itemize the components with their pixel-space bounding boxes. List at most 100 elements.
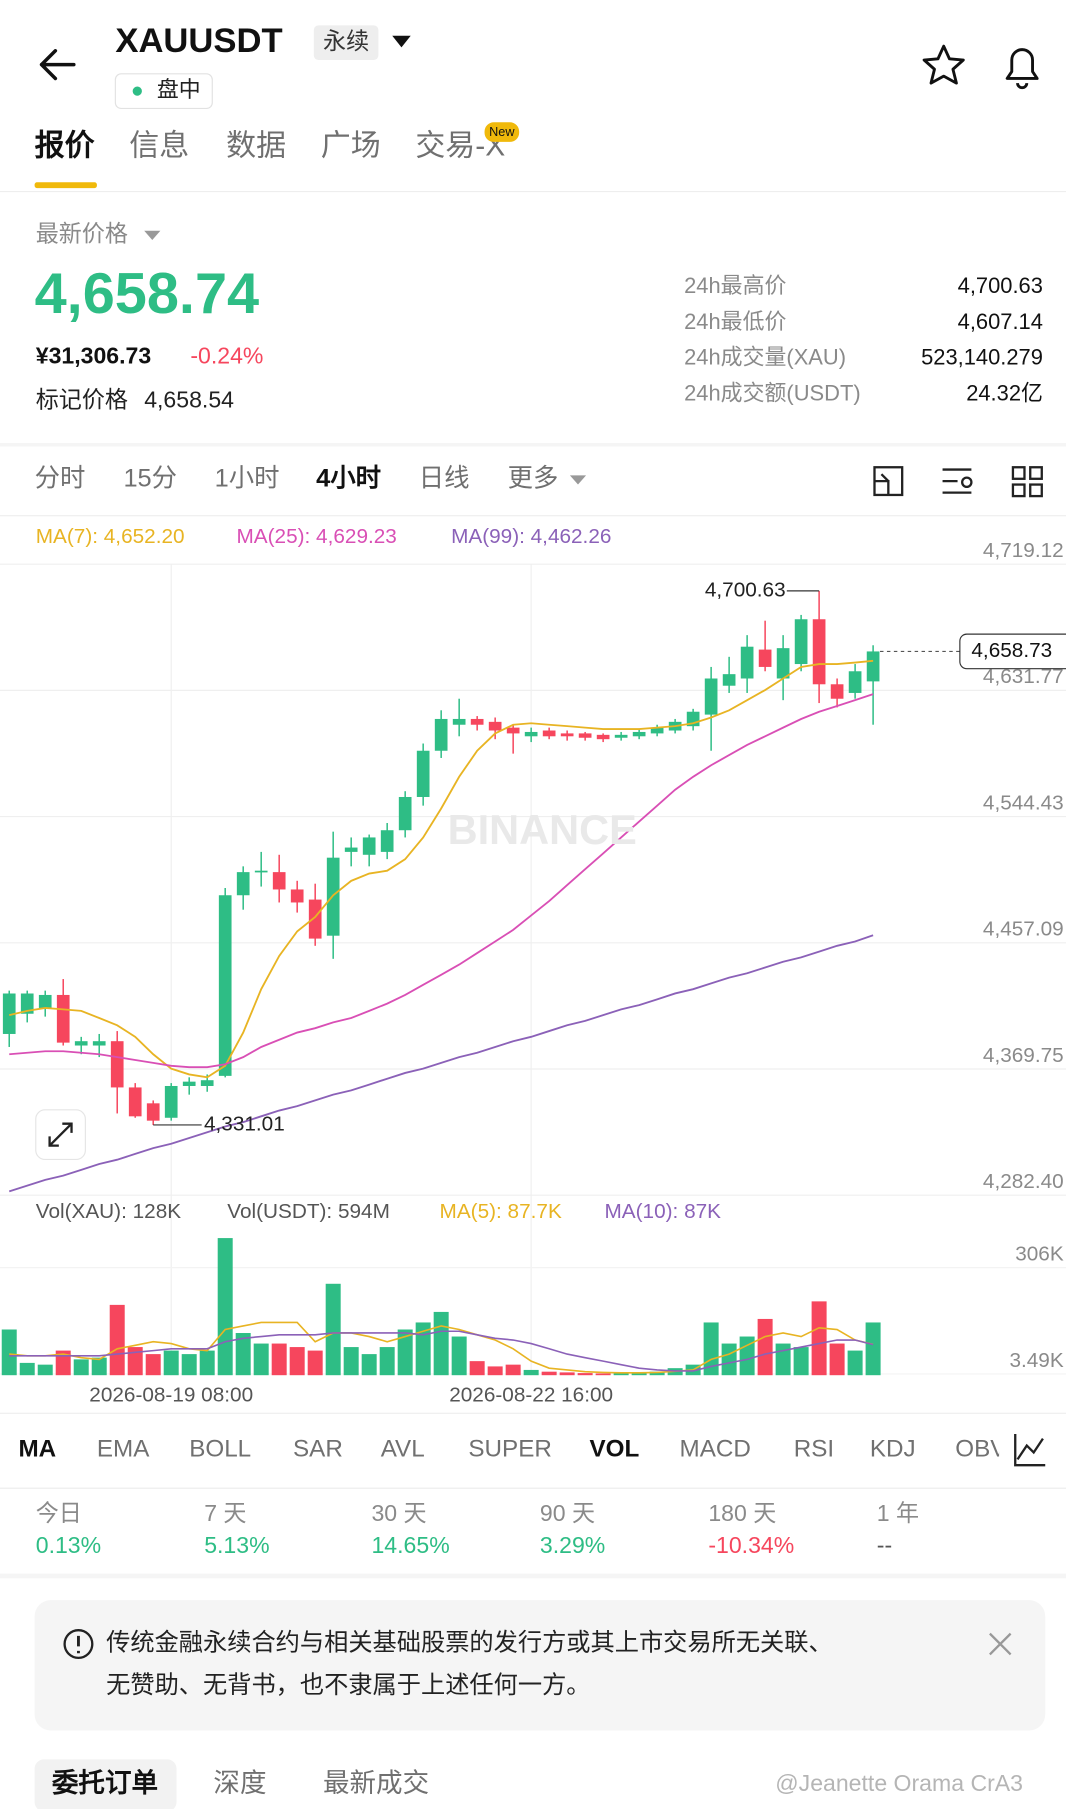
last-price: 4,658.74 xyxy=(35,262,260,326)
notice-close[interactable] xyxy=(989,1632,1012,1656)
candle-body xyxy=(722,674,736,686)
volume-bar xyxy=(181,1354,197,1376)
candle-body xyxy=(848,671,862,693)
candle-body xyxy=(542,730,556,737)
indicator-settings[interactable] xyxy=(1014,1434,1046,1467)
tool-button[interactable] xyxy=(1011,466,1026,480)
interval[interactable]: 日线 xyxy=(419,465,470,493)
favorite-button[interactable] xyxy=(922,44,965,85)
interval[interactable]: 分时 xyxy=(35,465,86,493)
indicator-tab[interactable]: RSI xyxy=(794,1436,834,1463)
indicator-tab[interactable]: EMA xyxy=(97,1436,150,1463)
new-badge-bg xyxy=(484,122,520,142)
stat-value: 24.32亿 xyxy=(966,380,1043,405)
indicator-tab[interactable]: OBV xyxy=(955,1436,1007,1463)
tool-button[interactable] xyxy=(942,468,972,494)
bottom-tabs: 委托订单 深度 最新成交 xyxy=(52,1768,429,1798)
price-chart: MA(7): 4,652.20 MA(25): 4,629.23 MA(99): 4… xyxy=(0,525,1066,1406)
volume-bar xyxy=(289,1347,305,1376)
contract-badge-bg xyxy=(313,25,379,61)
candle-body xyxy=(182,1081,196,1086)
alert-button[interactable] xyxy=(1005,48,1039,90)
price-change: -0.24% xyxy=(190,343,263,369)
candle-body xyxy=(146,1103,160,1121)
candle-body xyxy=(614,734,628,738)
volume-bar xyxy=(775,1343,791,1376)
volume-bar xyxy=(109,1304,125,1376)
tool-icon xyxy=(1029,466,1043,480)
interval[interactable]: 4小时 xyxy=(316,465,381,493)
candle-body xyxy=(578,733,592,738)
bottom-tab[interactable]: 深度 xyxy=(213,1768,266,1798)
candle-body xyxy=(452,718,466,725)
volume-bar xyxy=(757,1318,773,1376)
period-change: -- xyxy=(877,1532,892,1558)
indicator-tab[interactable]: SAR xyxy=(293,1436,343,1463)
interval[interactable]: 1小时 xyxy=(215,465,280,493)
status-dot xyxy=(132,86,142,96)
indicator-tab[interactable]: VOL xyxy=(590,1436,640,1463)
x-tick-label: 2026-08-19 08:00 xyxy=(89,1383,253,1406)
volume-bar xyxy=(19,1362,35,1376)
indicator-tab[interactable]: SUPER xyxy=(468,1436,551,1463)
candle-body xyxy=(110,1041,124,1088)
stat-label: 24h成交量(XAU) xyxy=(684,345,846,370)
back-button[interactable] xyxy=(39,49,76,81)
indicator-tab[interactable]: MACD xyxy=(680,1436,751,1463)
indicator-tab[interactable]: AVL xyxy=(381,1436,425,1463)
chart-tools xyxy=(873,466,1043,498)
volume-bar xyxy=(577,1373,593,1376)
candle-body xyxy=(398,796,412,831)
volume-bar xyxy=(307,1350,323,1376)
watermark: @Jeanette Orama CrA3 xyxy=(775,1770,1023,1796)
ma-legend: MA(7): 4,652.20 xyxy=(36,525,185,548)
volume-ma-legend: MA(5): 87.7K xyxy=(440,1200,562,1223)
volume-bar xyxy=(163,1350,179,1376)
volume-bar xyxy=(649,1371,665,1376)
volume-bar xyxy=(415,1322,431,1376)
stat-label: 24h最高价 xyxy=(684,273,786,298)
indicator-tab[interactable]: KDJ xyxy=(870,1436,916,1463)
stat-value: 523,140.279 xyxy=(921,345,1043,370)
candle-body xyxy=(434,718,448,751)
volume-bar xyxy=(55,1350,71,1376)
candle-body xyxy=(812,619,826,685)
volume-bar xyxy=(505,1364,521,1376)
expand-button[interactable] xyxy=(35,1109,86,1161)
x-tick-label: 2026-08-22 16:00 xyxy=(449,1383,613,1406)
performance: 今日 0.13% 7 天 5.13% 30 天 14.65% 90 天 3.29% 180 天 -… xyxy=(36,1500,919,1558)
interval[interactable]: 15分 xyxy=(123,465,177,493)
period-change: 14.65% xyxy=(371,1532,449,1558)
bottom-tab[interactable]: 委托订单 xyxy=(52,1768,158,1798)
y-tick-label: 4,719.12 xyxy=(983,539,1064,562)
price-label[interactable]: 最新价格 xyxy=(36,220,128,246)
volume-bar xyxy=(343,1347,359,1376)
tab[interactable]: 报价 xyxy=(35,130,95,163)
stats: 24h最高价 4,700.63 24h最低价 4,607.14 24h成交量(XAU) 5… xyxy=(684,273,1043,405)
volume-bar xyxy=(253,1343,269,1376)
price-label-dropdown xyxy=(144,230,161,240)
candle-body xyxy=(200,1080,214,1086)
tab[interactable]: 信息 xyxy=(129,130,189,163)
volume-bar xyxy=(433,1311,449,1376)
symbol-dropdown[interactable] xyxy=(392,35,411,48)
interval[interactable]: 更多 xyxy=(508,465,559,493)
notice-box xyxy=(34,1600,1046,1731)
candle-body xyxy=(506,727,520,734)
candle-body xyxy=(362,837,376,855)
stat-label: 24h最低价 xyxy=(684,309,786,334)
candle-body xyxy=(416,750,430,797)
more-dropdown xyxy=(569,475,587,485)
volume-bar xyxy=(91,1357,107,1376)
mark-price: 4,658.54 xyxy=(144,387,234,413)
tab[interactable]: 广场 xyxy=(321,130,381,163)
divider xyxy=(0,1573,1066,1579)
tab[interactable]: 数据 xyxy=(226,130,286,163)
indicator-tab[interactable]: BOLL xyxy=(189,1436,251,1463)
candle-body xyxy=(740,646,754,679)
candle-body xyxy=(92,1041,106,1046)
indicator-tab[interactable]: MA xyxy=(18,1436,56,1463)
bottom-tab[interactable]: 最新成交 xyxy=(323,1768,429,1798)
